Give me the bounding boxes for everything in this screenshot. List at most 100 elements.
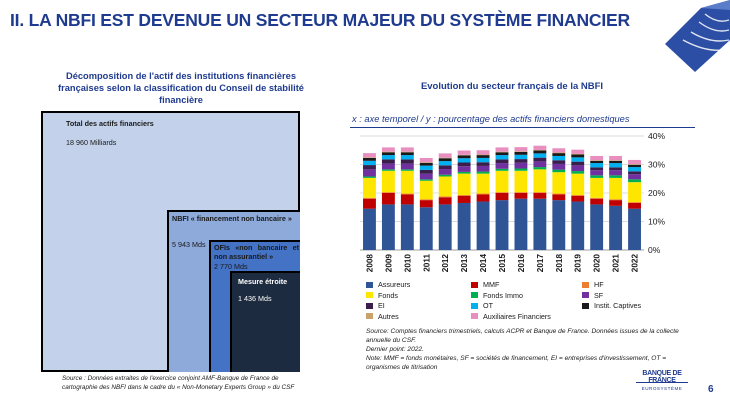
total-assets-value: 18 960 Milliards	[66, 138, 117, 147]
bar-segment	[419, 200, 433, 208]
bar-segment	[400, 193, 414, 195]
bar-segment	[419, 165, 433, 170]
bar-segment	[628, 202, 641, 203]
bar-segment	[363, 165, 376, 170]
x-tick-label: 2013	[460, 254, 469, 273]
treemap-title: Décomposition de l'actif des institution…	[58, 71, 304, 105]
bar-segment	[476, 165, 490, 172]
bar-segment	[457, 166, 471, 172]
bar-segment	[438, 161, 452, 166]
x-tick-label: 2017	[536, 254, 545, 273]
bar-segment	[533, 169, 547, 193]
legend-label: OT	[483, 301, 493, 310]
narrow-measure-box: Mesure étroite 1 436 Mds	[230, 271, 300, 372]
legend-swatch	[582, 302, 589, 309]
chart-source: Source: Comptes financiers trimestriels,…	[366, 327, 706, 372]
bar-segment	[571, 201, 585, 250]
bar-segment	[571, 161, 585, 166]
legend-label: MMF	[483, 280, 500, 289]
bar-segment	[533, 167, 547, 170]
bar-segment	[419, 162, 433, 166]
bar-segment	[571, 157, 585, 162]
bar-segment	[571, 194, 585, 196]
x-tick-label: 2011	[422, 254, 431, 272]
bar-segment	[363, 153, 376, 158]
bar-segment	[419, 157, 433, 163]
legend-label: Fonds	[378, 290, 398, 300]
bar-segment	[514, 159, 528, 163]
bar-segment	[590, 204, 604, 250]
bar-segment	[552, 155, 566, 161]
legend-swatch	[366, 302, 373, 309]
bar-segment	[514, 198, 528, 250]
bar-segment	[457, 194, 471, 196]
bar-segment	[571, 154, 585, 158]
bar-segment	[381, 192, 395, 193]
legend-swatch	[471, 302, 478, 309]
legend-item: HF	[582, 280, 604, 289]
legend-item: Fonds Immo	[471, 291, 523, 300]
bar-segment	[400, 152, 414, 156]
legend-swatch	[366, 281, 373, 288]
bar-segment	[590, 177, 604, 198]
ofi-label: OFIs «non bancaire et non assurantiel »	[214, 243, 299, 261]
bar-segment	[552, 160, 566, 164]
bar-segment	[400, 151, 414, 153]
bar-segment	[628, 164, 641, 168]
bar-segment	[419, 199, 433, 201]
y-tick-label: 0%	[648, 245, 661, 255]
bar-segment	[381, 155, 395, 160]
x-tick-label: 2022	[631, 254, 640, 273]
bar-segment	[495, 163, 509, 169]
bar-segment	[363, 177, 376, 198]
bar-segment	[476, 194, 490, 202]
legend-swatch	[471, 281, 478, 288]
total-assets-label: Total des actifs financiers	[66, 119, 154, 128]
bar-segment	[476, 155, 490, 158]
legend-item: SF	[582, 291, 603, 300]
bar-segment	[609, 170, 623, 176]
bar-segment	[514, 168, 528, 171]
bar-segment	[514, 147, 528, 152]
y-tick-label: 20%	[648, 188, 665, 198]
chart-title: Evolution du secteur français de la NBFI	[420, 81, 604, 92]
bar-segment	[419, 180, 433, 200]
bar-segment	[381, 193, 395, 205]
bar-segment	[476, 201, 490, 250]
bar-segment	[400, 163, 414, 170]
bar-segment	[438, 153, 452, 158]
logo-divider	[636, 382, 688, 383]
bar-segment	[438, 165, 452, 170]
bar-segment	[609, 167, 623, 171]
bar-segment	[363, 157, 376, 158]
chart-source-line: Source: Comptes financiers trimestriels,…	[366, 328, 679, 335]
bar-segment	[552, 194, 566, 201]
bar-segment	[438, 196, 452, 198]
bar-segment	[628, 159, 641, 165]
bar-segment	[552, 152, 566, 154]
bar-segment	[400, 159, 414, 164]
legend-swatch	[471, 292, 478, 298]
bar-segment	[609, 163, 623, 168]
bar-segment	[363, 176, 376, 178]
bar-segment	[609, 155, 623, 161]
bar-segment	[419, 169, 433, 174]
bar-segment	[609, 160, 623, 161]
bar-segment	[552, 153, 566, 156]
bar-segment	[533, 145, 547, 150]
bar-segment	[514, 162, 528, 169]
legend-label: SF	[594, 290, 604, 300]
bar-segment	[514, 154, 528, 160]
legend-swatch	[366, 313, 373, 319]
bar-segment	[628, 179, 641, 183]
legend-label: Instit. Captives	[594, 301, 642, 310]
bar-segment	[457, 195, 471, 203]
bar-segment	[533, 153, 547, 158]
bar-segment	[419, 173, 433, 180]
x-tick-label: 2019	[574, 254, 583, 273]
chart-source-line: Note: MMF = fonds monétaires, SF = socié…	[366, 355, 667, 362]
bar-segment	[628, 182, 641, 203]
legend-swatch	[471, 313, 478, 319]
bar-segment	[457, 154, 471, 156]
axis-note: x : axe temporel / y : pourcentage des a…	[352, 114, 630, 124]
